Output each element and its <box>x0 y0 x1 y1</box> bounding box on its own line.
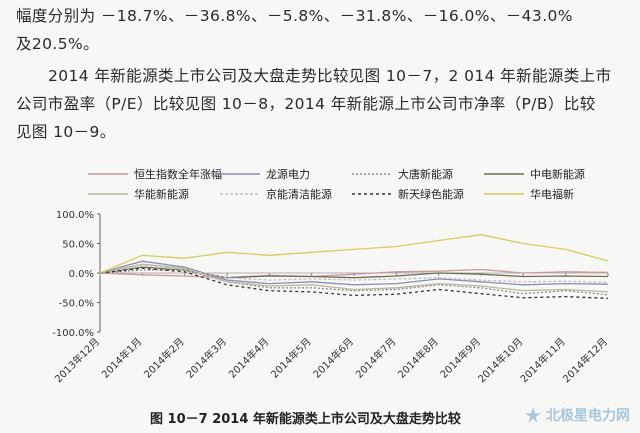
figure-caption: 图 10－7 2014 年新能源类上市公司及大盘走势比较 <box>150 412 461 427</box>
line-chart: 恒生指数全年涨幅 龙源电力 大唐新能源 中电新能源华能新能源 京能清洁能源 新天绿色能源 华… <box>48 160 628 410</box>
text-line: 幅度分别为 －18.7%、－36.8%、－5.8%、－31.8%、－16.0%、… <box>16 7 573 25</box>
legend-label: 龙源电力 <box>266 167 310 181</box>
x-tick-label: 2014年6月 <box>310 335 356 381</box>
paragraph-figure-references: 2014 年新能源类上市公司及大盘走势比较见图 10－7，2 014 年新能源类… <box>16 62 632 146</box>
y-tick-label: 100.0% <box>56 210 94 221</box>
watermark-label: 北极星电力网 <box>546 408 630 424</box>
text-line: 及20.5%。 <box>16 35 100 53</box>
text-line: 2014 年新能源类上市公司及大盘走势比较见图 10－7，2 014 年新能源类… <box>48 67 612 85</box>
x-tick-label: 2014年5月 <box>268 335 314 381</box>
paragraph-returns: 幅度分别为 －18.7%、－36.8%、－5.8%、－31.8%、－16.0%、… <box>16 2 632 58</box>
legend-label: 大唐新能源 <box>398 167 453 181</box>
x-tick-label: 2013年12月 <box>52 335 102 385</box>
legend-label: 华电福新 <box>530 187 574 201</box>
x-tick-label: 2014年2月 <box>141 335 187 381</box>
series-line <box>99 265 609 284</box>
y-tick-label: 0.0% <box>69 269 94 280</box>
series-line <box>99 234 609 274</box>
lightning-star-icon <box>524 406 542 424</box>
legend-label: 中电新能源 <box>530 167 585 181</box>
y-tick-label: -100.0% <box>52 328 94 339</box>
series-line <box>99 263 609 293</box>
x-tick-label: 2014年8月 <box>395 335 441 381</box>
series-line <box>99 267 609 300</box>
legend-label: 恒生指数全年涨幅 <box>134 167 222 181</box>
y-tick-label: -50.0% <box>59 299 94 310</box>
watermark: 北极星电力网 <box>524 405 630 425</box>
x-tick-label: 2014年4月 <box>226 335 272 381</box>
legend-label: 华能新能源 <box>134 187 189 201</box>
legend-label: 新天绿色能源 <box>398 187 464 201</box>
text-line: 见图 10－9。 <box>16 123 116 141</box>
x-tick-label: 2014年9月 <box>437 335 483 381</box>
text-line: 公司市盈率（P/E）比较见图 10－8，2014 年新能源上市公司市净率（P/B… <box>16 95 596 113</box>
series-line <box>99 268 609 279</box>
x-tick-label: 2014年12月 <box>560 335 610 385</box>
series-line <box>99 260 609 286</box>
x-tick-label: 2014年7月 <box>353 335 399 381</box>
x-tick-label: 2014年3月 <box>183 335 229 381</box>
legend-label: 京能清洁能源 <box>266 187 332 201</box>
y-tick-label: 50.0% <box>62 240 94 251</box>
x-tick-label: 2014年1月 <box>99 335 145 381</box>
